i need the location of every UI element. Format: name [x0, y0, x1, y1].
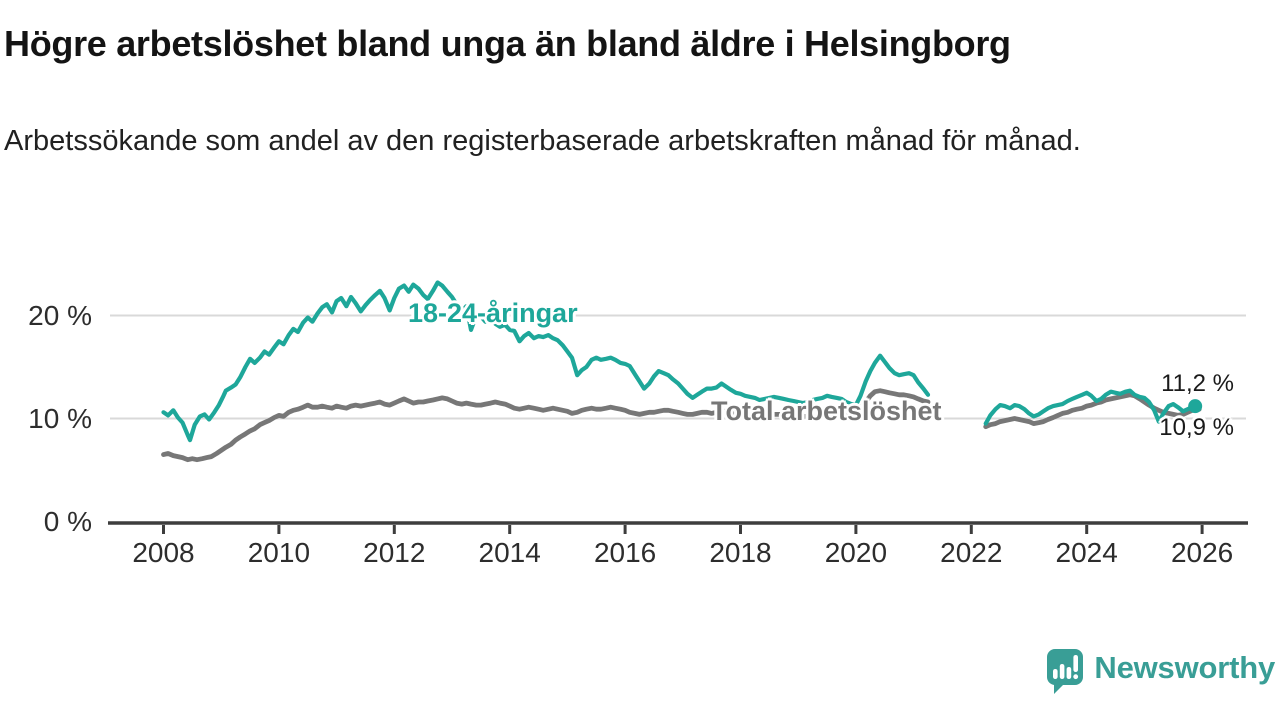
series-line	[161, 388, 931, 463]
newsworthy-branding[interactable]: Newsworthy	[1046, 648, 1275, 695]
y-axis-tick-label: 20 %	[28, 299, 92, 331]
chart-subtitle: Arbetssökande som andel av den registerb…	[4, 125, 1081, 157]
series-label-total: Total arbetslöshet	[711, 396, 942, 426]
x-axis-tick-label: 2018	[709, 537, 772, 568]
x-axis-tick-label: 2022	[940, 537, 1003, 568]
y-axis-tick-label: 10 %	[28, 402, 92, 434]
x-axis-tick-label: 2008	[132, 537, 195, 568]
x-axis-tick-label: 2010	[247, 537, 311, 568]
newsworthy-logo-icon	[1047, 649, 1084, 694]
end-value-label-total: 10,9 %	[1159, 414, 1234, 441]
x-axis-tick-label: 2012	[363, 537, 426, 568]
x-axis-tick-label: 2024	[1055, 537, 1118, 568]
x-axis-tick-label: 2014	[478, 537, 541, 568]
series-line	[983, 388, 1198, 426]
newsworthy-wordmark: Newsworthy	[1094, 650, 1275, 685]
x-axis-tick-label: 2020	[824, 537, 888, 568]
x-axis-tick-label: 2016	[593, 537, 657, 568]
series-line	[983, 392, 1202, 430]
chart-title: Högre arbetslöshet bland unga än bland ä…	[4, 23, 1011, 64]
series-end-dot	[1188, 399, 1203, 414]
x-axis-tick-label: 2026	[1170, 537, 1234, 568]
end-value-label-18-24: 11,2 %	[1161, 370, 1234, 397]
y-axis-tick-label: 0 %	[43, 505, 92, 537]
series-label-18-24: 18-24-åringar	[408, 298, 578, 328]
series-line	[161, 280, 931, 443]
